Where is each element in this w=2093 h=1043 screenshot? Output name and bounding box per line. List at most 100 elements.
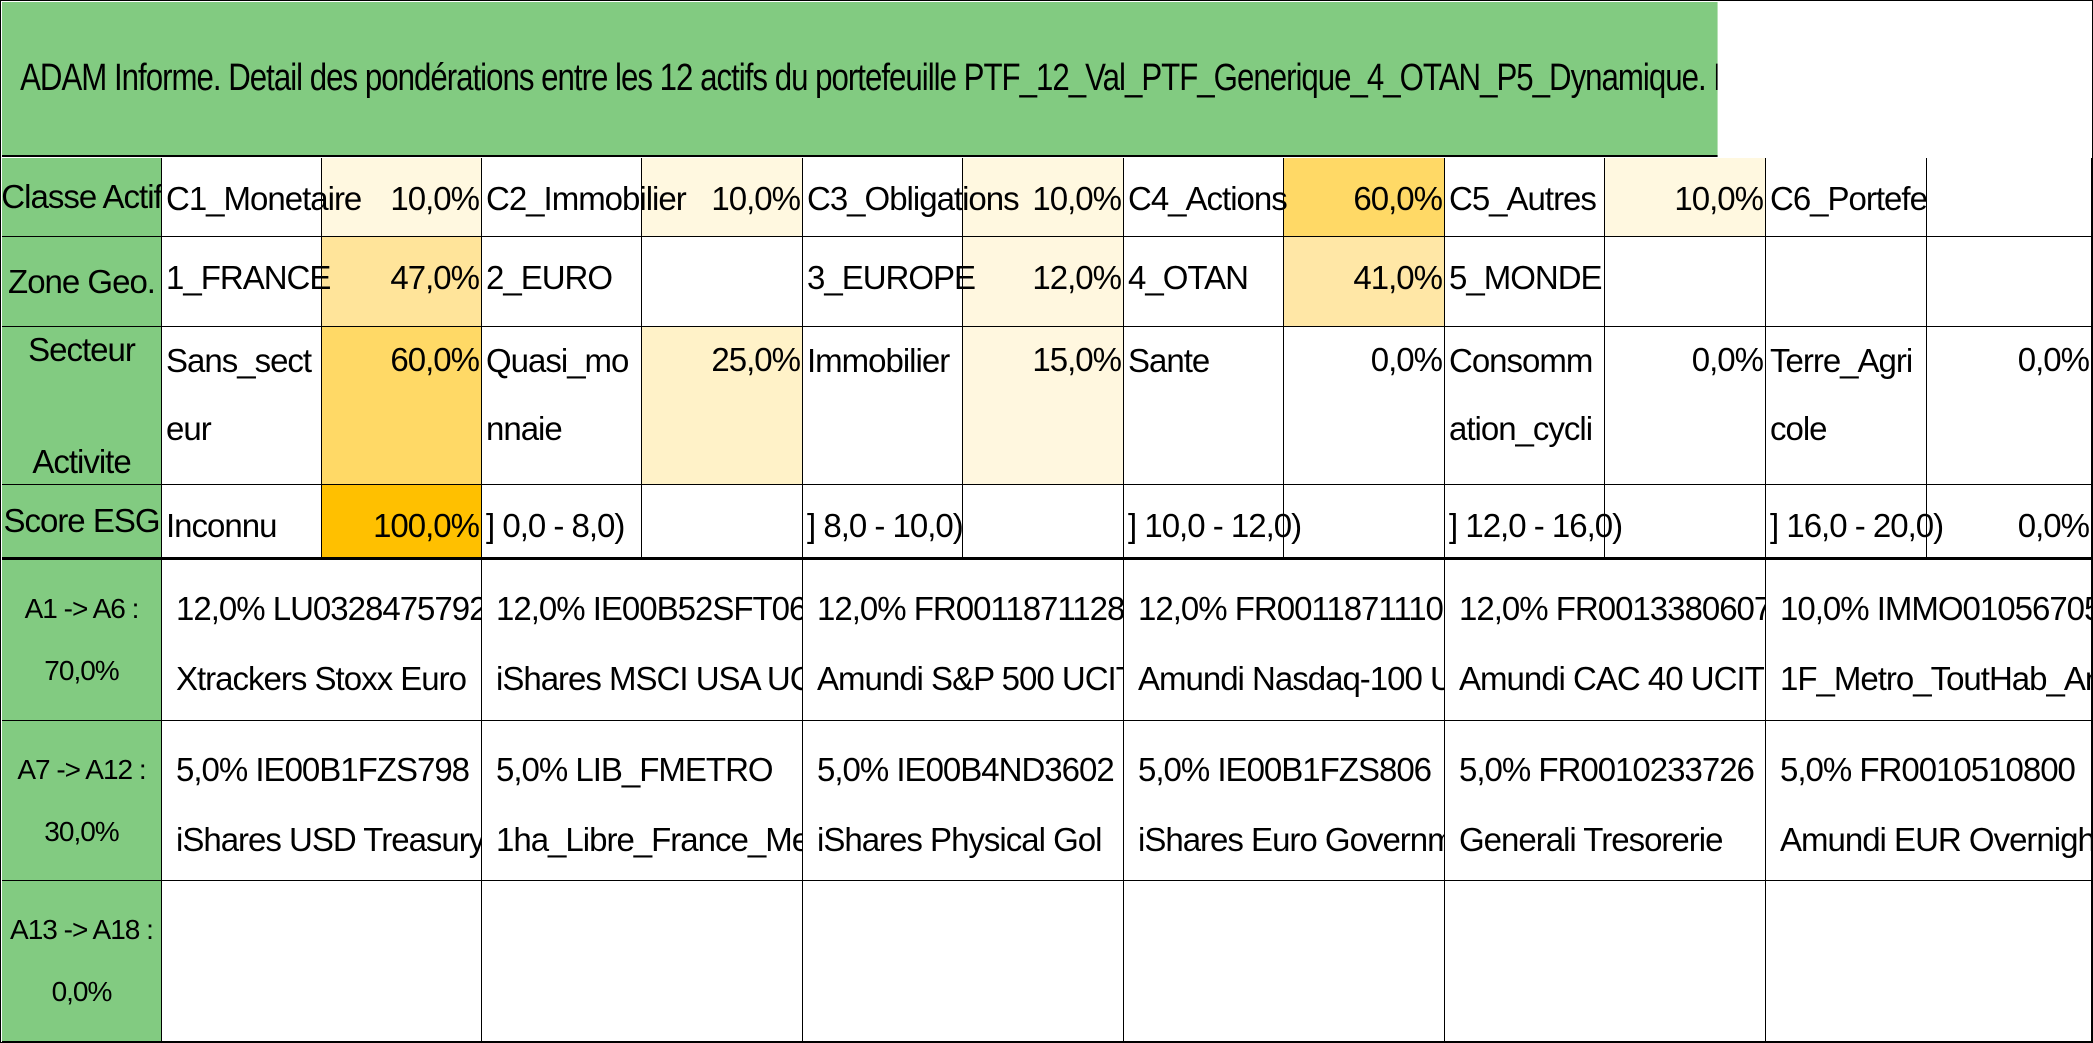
secteur-activite-value: 0,0%	[1605, 327, 1766, 485]
zone-geo-value: 41,0%	[1284, 237, 1445, 327]
classe-actif-label: C1_Monetaire	[162, 158, 362, 237]
asset-isin: 12,0% LU0328475792	[176, 590, 482, 627]
secteur-activite-value: 25,0%	[642, 327, 803, 485]
score-esg-label: ] 0,0 - 8,0)	[482, 485, 642, 560]
asset-isin: 5,0% LIB_FMETRO	[496, 751, 774, 788]
zone-geo-label: 4_OTAN	[1124, 237, 1284, 327]
asset-cell-a13-a18	[1766, 881, 2092, 1042]
asset-cell-a13-a18	[803, 881, 1124, 1042]
row-header-a7-a12-text: A7 -> A12 :	[17, 753, 146, 785]
asset-cell-a13-a18	[1124, 881, 1445, 1042]
asset-cell-a13-a18	[162, 881, 482, 1042]
asset-isin: 5,0% IE00B1FZS798	[176, 751, 470, 788]
score-esg-value	[1605, 485, 1766, 560]
secteur-activite-value: 15,0%	[963, 327, 1124, 485]
asset-name: iShares MSCI USA UCI	[496, 660, 803, 697]
row-header-secteur-activite-text: Activite	[32, 442, 131, 480]
row-header-a7-a12-text: 30,0%	[44, 815, 119, 847]
classe-actif-value: 60,0%	[1284, 158, 1445, 237]
classe-actif-value: 10,0%	[1605, 158, 1766, 237]
asset-isin: 5,0% FR0010233726	[1459, 751, 1755, 788]
row-header-a13-a18: A13 -> A18 : 0,0%	[2, 881, 162, 1042]
classe-actif-label: C6_Portefeuille	[1766, 158, 1927, 237]
asset-cell-a7-a12: 5,0% IE00B1FZS806 iShares Euro Governm	[1124, 721, 1445, 881]
zone-geo-value: 47,0%	[322, 237, 482, 327]
classe-actif-value: 10,0%	[963, 158, 1124, 237]
zone-geo-value: 12,0%	[963, 237, 1124, 327]
classe-actif-label: C2_Immobilier	[482, 158, 687, 237]
asset-name: Amundi Nasdaq-100 UC	[1138, 660, 1445, 697]
classe-actif-label: C4_Actions	[1124, 158, 1288, 237]
zone-geo-value	[1927, 237, 2092, 327]
asset-isin: 10,0% IMMO010567059	[1780, 590, 2092, 627]
score-esg-value	[963, 485, 1124, 560]
classe-actif-label: C5_Autres	[1445, 158, 1605, 237]
asset-name: Amundi S&P 500 UCITS	[817, 660, 1124, 697]
asset-name: 1ha_Libre_France_Met	[496, 821, 803, 858]
score-esg-value	[1284, 485, 1445, 560]
row-header-zone-geo-text: Zone Geo.	[8, 262, 156, 300]
zone-geo-value	[1605, 237, 1766, 327]
asset-isin: 12,0% FR0011871110	[1138, 590, 1444, 627]
score-esg-label: ] 12,0 - 16,0)	[1445, 485, 1623, 560]
asset-cell-a7-a12: 5,0% FR0010233726 Generali Tresorerie	[1445, 721, 1766, 881]
asset-name: Generali Tresorerie	[1459, 821, 1723, 858]
asset-cell-a1-a6: 12,0% FR0011871128 Amundi S&P 500 UCITS	[803, 560, 1124, 721]
asset-name: Amundi CAC 40 UCITS	[1459, 660, 1766, 697]
zone-geo-label: 1_FRANCE	[162, 237, 331, 327]
classe-actif-value	[1927, 158, 2092, 237]
classe-actif-value: 10,0%	[322, 158, 482, 237]
asset-cell-a7-a12: 5,0% FR0010510800 Amundi EUR Overnight	[1766, 721, 2092, 881]
asset-cell-a1-a6: 10,0% IMMO010567059 1F_Metro_ToutHab_Anc	[1766, 560, 2092, 721]
zone-geo-label: 5_MONDE	[1445, 237, 1605, 327]
asset-name: iShares USD Treasury	[176, 821, 482, 858]
row-header-a13-a18-text: 0,0%	[51, 976, 113, 1007]
asset-isin: 12,0% IE00B52SFT06	[496, 590, 803, 627]
score-esg-value	[642, 485, 803, 560]
row-header-score-esg: Score ESG	[2, 485, 162, 560]
zone-geo-label: 3_EUROPE	[803, 237, 976, 327]
asset-name: Xtrackers Stoxx Euro	[176, 660, 467, 697]
secteur-activite-label: Sans_secteur	[162, 327, 322, 485]
row-header-secteur-activite-text: Secteur	[28, 330, 136, 368]
score-esg-value: 0,0%	[1927, 485, 2092, 560]
asset-cell-a1-a6: 12,0% FR0011871110 Amundi Nasdaq-100 UC	[1124, 560, 1445, 721]
classe-actif-value: 10,0%	[642, 158, 803, 237]
score-esg-label: ] 8,0 - 10,0)	[803, 485, 964, 560]
asset-name: iShares Physical Gol	[817, 821, 1102, 858]
score-esg-value: 100,0%	[322, 485, 482, 560]
row-header-classe-actif: Classe Actif	[2, 158, 162, 237]
asset-cell-a7-a12: 5,0% IE00B1FZS798 iShares USD Treasury	[162, 721, 482, 881]
asset-cell-a1-a6: 12,0% FR0013380607 Amundi CAC 40 UCITS	[1445, 560, 1766, 721]
score-esg-label: Inconnu	[162, 485, 322, 560]
asset-cell-a1-a6: 12,0% LU0328475792 Xtrackers Stoxx Euro	[162, 560, 482, 721]
row-header-a1-a6-text: A1 -> A6 :	[24, 593, 140, 624]
secteur-activite-label: Quasi_monnaie	[482, 327, 642, 485]
asset-cell-a1-a6: 12,0% IE00B52SFT06 iShares MSCI USA UCI	[482, 560, 803, 721]
score-esg-label: ] 10,0 - 12,0)	[1124, 485, 1302, 560]
asset-name: Amundi EUR Overnight	[1780, 821, 2092, 858]
asset-isin: 12,0% FR0013380607	[1459, 590, 1766, 627]
asset-cell-a13-a18	[1445, 881, 1766, 1042]
zone-geo-value	[642, 237, 803, 327]
classe-actif-label: C3_Obligations	[803, 158, 1020, 237]
asset-name: iShares Euro Governm	[1138, 821, 1445, 858]
secteur-activite-label: Sante	[1124, 327, 1284, 485]
asset-cell-a7-a12: 5,0% IE00B4ND3602 iShares Physical Gol	[803, 721, 1124, 881]
row-header-a1-a6-text: 70,0%	[44, 655, 119, 686]
row-header-zone-geo: Zone Geo.	[2, 237, 162, 327]
row-header-classe-actif-text: Classe Actif	[2, 178, 162, 215]
asset-isin: 5,0% FR0010510800	[1780, 751, 2076, 788]
report-title: ADAM Informe. Detail des pondérations en…	[2, 2, 1718, 157]
secteur-activite-label: Consommation_cyclique	[1445, 327, 1605, 485]
secteur-activite-value: 60,0%	[322, 327, 482, 485]
score-esg-label: ] 16,0 - 20,0)	[1766, 485, 1944, 560]
asset-cell-a13-a18	[482, 881, 803, 1042]
row-header-score-esg-text: Score ESG	[3, 502, 160, 539]
asset-name: 1F_Metro_ToutHab_Anc	[1780, 660, 2092, 697]
zone-geo-label: 2_EURO	[482, 237, 642, 327]
asset-isin: 12,0% FR0011871128	[817, 590, 1124, 627]
secteur-activite-label: Immobilier	[803, 327, 963, 485]
asset-isin: 5,0% IE00B4ND3602	[817, 751, 1115, 788]
